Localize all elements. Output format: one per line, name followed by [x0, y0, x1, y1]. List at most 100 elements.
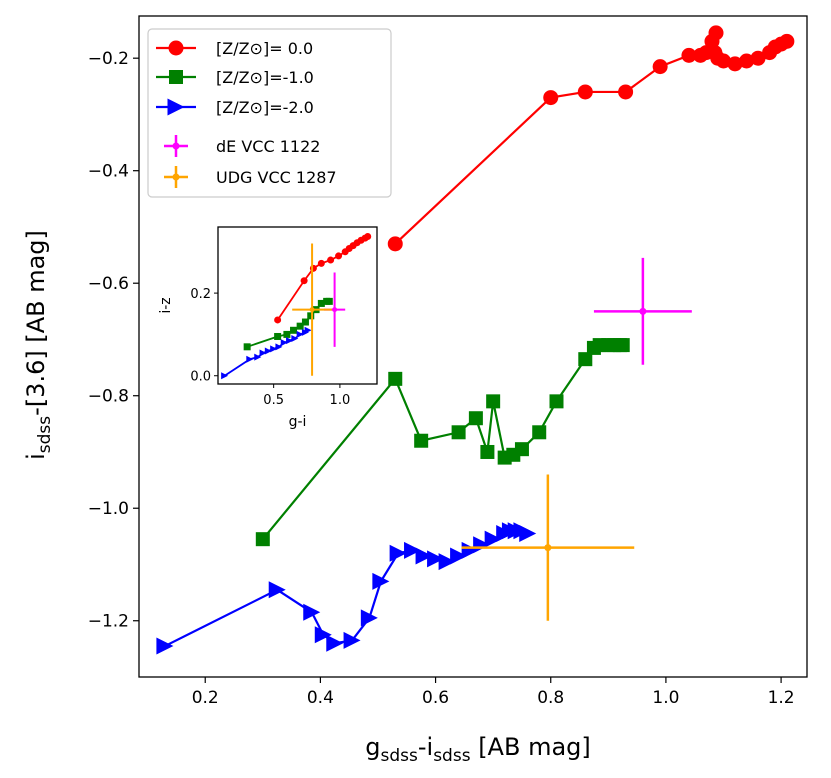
data-point-1 — [544, 544, 552, 552]
inset-background — [218, 227, 377, 384]
inset-series-0-marker — [327, 256, 335, 264]
x-tick-label: 0.2 — [192, 688, 219, 708]
legend-point-1 — [172, 173, 180, 181]
series-0-marker — [739, 53, 755, 69]
inset-x-axis-label: g-i — [289, 414, 307, 430]
series-1-marker — [514, 442, 529, 457]
inset-series-2-marker — [221, 372, 229, 380]
series-0-marker — [708, 25, 724, 41]
inset-series-0-marker — [309, 264, 317, 272]
inset-series-1-marker — [296, 322, 304, 330]
inset-series-2-marker — [259, 349, 267, 357]
y-tick-label: −1.2 — [88, 612, 129, 632]
legend: [Z/Z⊙]= 0.0 [Z/Z⊙]=-1.0 [Z/Z⊙]=-2.0 dE VCC … — [147, 28, 392, 198]
inset-series-2-marker — [304, 326, 312, 334]
x-axis-label: gsdss-isdss [AB mag] — [365, 733, 591, 766]
y-axis-label: isdss-[3.6] [AB mag] — [22, 230, 55, 460]
series-0-marker — [727, 56, 743, 72]
series-0-marker — [716, 53, 731, 69]
series-2-marker — [314, 626, 332, 644]
series-2-marker — [484, 530, 502, 548]
y-tick-label: −0.4 — [88, 162, 129, 182]
inset-series-1-marker — [325, 297, 333, 305]
series-2-marker — [360, 609, 378, 627]
x-tick-label: 1.2 — [768, 688, 795, 708]
legend-label-1: [Z/Z⊙]=-1.0 — [216, 68, 314, 87]
series-2-marker — [415, 547, 433, 565]
series-1-marker — [549, 394, 564, 409]
legend-label-0: [Z/Z⊙]= 0.0 — [216, 39, 313, 58]
legend-label-point-0: dE VCC 1122 — [216, 137, 320, 156]
inset-series-2-marker — [280, 339, 288, 347]
series-2-marker — [519, 525, 537, 543]
inset-plot: 0.5 1.0 0.0 0.2 g-i i-z — [158, 226, 378, 430]
x-tick-label: 1.0 — [652, 688, 679, 708]
inset-series-0-marker — [335, 252, 343, 260]
series-2-marker — [372, 572, 390, 590]
y-tick-label: −0.2 — [88, 49, 129, 69]
inset-series-0-marker — [317, 259, 325, 267]
y-tick-label: −1.0 — [88, 499, 129, 519]
legend-label-point-1: UDG VCC 1287 — [216, 168, 337, 187]
x-tick-label: 0.8 — [537, 688, 564, 708]
inset-series-1-marker — [243, 343, 251, 351]
series-2-marker — [343, 631, 361, 649]
legend-marker-1 — [169, 70, 183, 84]
data-point-0 — [639, 307, 647, 315]
inset-series-1-marker — [274, 332, 282, 340]
inset-series-2-marker — [246, 355, 254, 363]
inset-series-1-marker — [301, 318, 309, 326]
series-1-marker — [414, 433, 429, 448]
series-0-marker — [779, 33, 795, 49]
series-0-marker — [652, 59, 668, 75]
inset-y-tick-label: 0.2 — [190, 287, 211, 302]
inset-series-1-marker — [283, 330, 291, 338]
inset-y-axis-label: i-z — [158, 297, 174, 313]
inset-series-1-marker — [307, 312, 315, 320]
series-2-marker — [404, 541, 422, 559]
legend-label-2: [Z/Z⊙]=-2.0 — [216, 98, 314, 117]
inset-series-0-marker — [364, 233, 372, 241]
inset-series-2-marker — [270, 345, 278, 353]
series-0-marker — [618, 84, 634, 100]
main-plot-frame — [138, 15, 808, 678]
series-2-marker — [427, 550, 445, 568]
legend-box — [147, 28, 392, 198]
series-2-marker — [303, 603, 321, 621]
series-1-marker — [615, 338, 630, 353]
y-tick-label: −0.6 — [88, 274, 129, 294]
legend-marker-2 — [167, 98, 185, 116]
inset-series-0-marker — [274, 316, 282, 324]
inset-series-2-marker — [291, 335, 299, 343]
series-0-marker — [577, 84, 593, 100]
series-0-marker — [543, 90, 559, 106]
inset-frame — [217, 226, 378, 385]
series-1-marker — [468, 411, 483, 426]
x-tick-label: 0.6 — [422, 688, 449, 708]
series-2-marker — [268, 581, 286, 599]
main-plot: 0.2 0.4 0.6 0.8 1.0 1.2 −1.2 −1.0 −0.8 −0.6 −0.4 −0… — [88, 15, 808, 708]
inset-series-2-marker — [296, 330, 304, 338]
legend-point-0 — [172, 142, 180, 150]
inset-series-2-marker — [254, 353, 262, 361]
inset-series-1-marker — [290, 326, 298, 334]
series-2-marker — [156, 637, 174, 655]
inset-x-tick-label: 1.0 — [330, 393, 351, 408]
inset-series-0-marker — [300, 277, 308, 285]
y-tick-label: −0.8 — [88, 387, 129, 407]
inset-series-2-marker — [275, 343, 283, 351]
inset-point-0 — [332, 307, 338, 313]
inset-x-tick-label: 0.5 — [263, 393, 284, 408]
series-1-marker — [578, 352, 593, 367]
series-2-marker — [326, 634, 344, 652]
series-2-marker — [450, 547, 468, 565]
series-1-marker — [255, 532, 270, 547]
x-tick-label: 0.4 — [307, 688, 334, 708]
series-1-marker — [451, 425, 466, 440]
series-1-marker — [388, 371, 403, 386]
series-0-marker — [750, 50, 766, 66]
series-1-marker — [532, 425, 547, 440]
series-2-marker — [389, 544, 407, 562]
legend-marker-0 — [168, 40, 184, 56]
